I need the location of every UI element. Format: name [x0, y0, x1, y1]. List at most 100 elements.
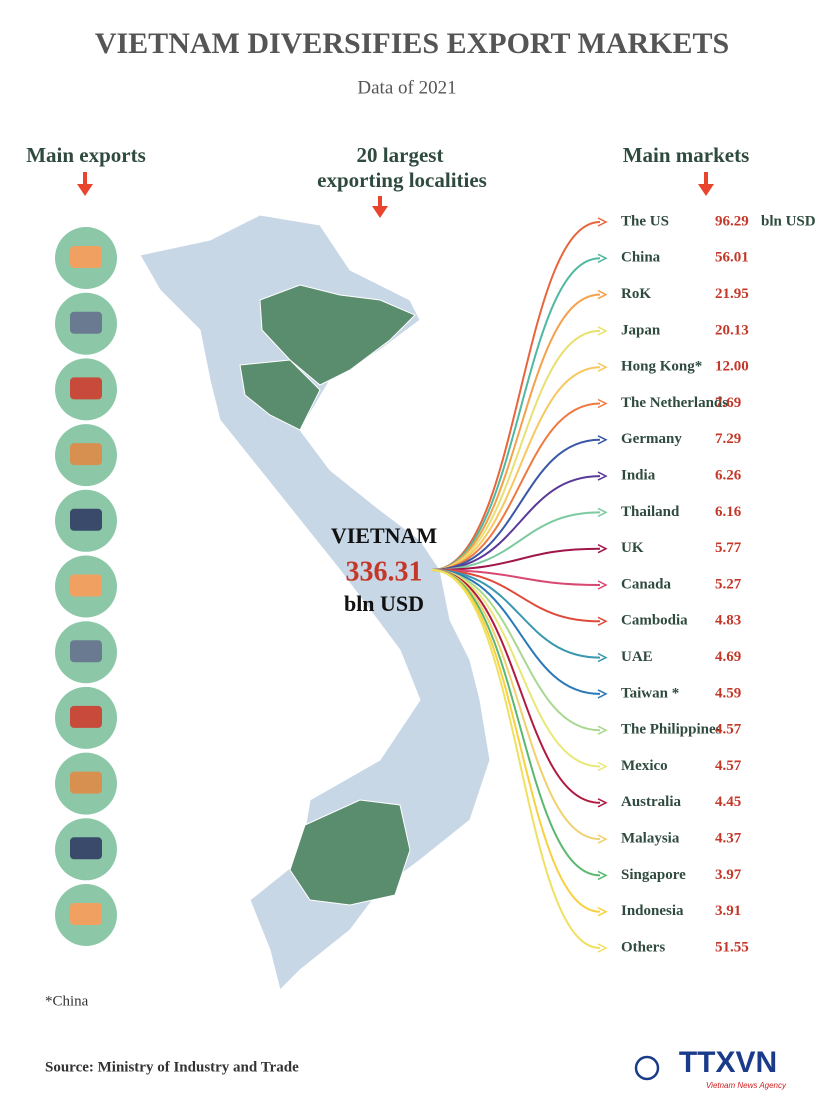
export-icon-shape — [70, 574, 102, 597]
export-icon-shape — [70, 705, 102, 728]
flow-arrow — [597, 435, 608, 445]
market-value: 4.83 — [715, 613, 741, 629]
flow-curve — [431, 402, 601, 571]
flow-arrow — [597, 798, 608, 808]
market-name: UK — [621, 540, 644, 556]
export-icon-shape — [70, 640, 102, 663]
flow-curve — [431, 475, 601, 571]
flow-arrow — [597, 507, 608, 518]
market-value: 6.26 — [715, 468, 742, 484]
arrows — [77, 172, 714, 218]
market-name: Taiwan * — [621, 685, 679, 701]
flow-arrow — [597, 217, 608, 227]
flow-curve — [431, 293, 601, 571]
localities-label: 20 largest — [357, 143, 444, 167]
flow-arrow — [597, 398, 608, 409]
market-name: The Netherlands — [621, 395, 728, 411]
flow-curve — [431, 569, 601, 768]
market-name: India — [621, 468, 656, 484]
market-name: Australia — [621, 794, 682, 810]
flow-arrow — [597, 362, 608, 372]
markets-label: Main markets — [623, 143, 750, 167]
market-value: 20.13 — [715, 322, 749, 338]
logo-mark — [634, 1055, 660, 1081]
market-name: The US — [621, 213, 669, 229]
title: VIETNAM DIVERSIFIES EXPORT MARKETS — [95, 27, 729, 60]
flow-arrow — [597, 834, 608, 844]
flow-curve — [431, 511, 601, 571]
export-icon-shape — [70, 771, 102, 794]
market-name: Indonesia — [621, 903, 684, 919]
market-value: 4.57 — [715, 722, 742, 738]
market-value: 3.91 — [715, 903, 741, 919]
flow-curve — [431, 569, 601, 949]
export-icon-shape — [70, 837, 102, 860]
market-name: UAE — [621, 649, 653, 665]
flow-arrow — [597, 616, 608, 626]
market-value: 51.55 — [715, 939, 749, 955]
flow-arrow — [597, 326, 608, 336]
flow-arrow — [597, 725, 608, 735]
market-name: Malaysia — [621, 831, 680, 847]
market-value: 5.77 — [715, 540, 742, 556]
market-name: Others — [621, 939, 665, 955]
flow-arrow — [597, 761, 608, 772]
market-name: Canada — [621, 576, 672, 592]
market-value: 4.57 — [715, 758, 742, 774]
market-value: 12.00 — [715, 359, 749, 375]
market-value: 4.45 — [715, 794, 741, 810]
market-value: 96.29 — [715, 213, 749, 229]
map-region — [239, 359, 321, 431]
flow-arrow — [597, 943, 608, 953]
flow-arrow — [597, 289, 608, 300]
market-name: China — [621, 250, 661, 266]
market-name: RoK — [621, 286, 651, 302]
flow-curve — [431, 438, 601, 571]
flow-curve — [431, 569, 601, 877]
export-icon-shape — [70, 246, 102, 268]
market-value: 56.01 — [715, 250, 749, 266]
map-region — [289, 799, 411, 906]
market-value: 3.97 — [715, 867, 742, 883]
export-icon-shape — [70, 443, 102, 466]
flow-curve — [431, 329, 601, 571]
export-icon-shape — [70, 508, 102, 531]
market-name: The Philippines — [621, 722, 722, 738]
flow-curve — [431, 569, 601, 913]
market-unit: bln USD — [761, 213, 816, 229]
footnote: *China — [45, 993, 89, 1009]
market-value: 4.59 — [715, 685, 741, 701]
market-value: 4.37 — [715, 831, 742, 847]
flow-curve — [431, 569, 601, 695]
flow-curve — [431, 569, 601, 623]
flow-arrow — [597, 652, 608, 663]
flow-curve — [431, 257, 601, 571]
export-icon-shape — [70, 377, 102, 400]
center-name: VIETNAM — [331, 523, 438, 548]
market-name: Cambodia — [621, 613, 688, 629]
market-name: Singapore — [621, 867, 686, 883]
market-value: 6.16 — [715, 504, 742, 520]
flow-curve — [431, 569, 601, 732]
market-value: 5.27 — [715, 576, 742, 592]
flow-arrow — [597, 253, 608, 263]
map-region — [259, 284, 416, 386]
flow-arrow — [597, 689, 608, 699]
market-name: Japan — [621, 322, 661, 338]
markets: The US 96.29 China 56.01 RoK 21.95 Japan 20.13 H… — [431, 213, 816, 955]
icons — [55, 227, 117, 946]
flow-arrow — [597, 471, 608, 481]
flow-curve — [431, 569, 601, 586]
market-name: Thailand — [621, 504, 680, 520]
export-icon-shape — [70, 903, 102, 925]
flow-curve — [431, 221, 601, 571]
center-unit: bln USD — [344, 591, 424, 616]
flow-arrow — [597, 544, 608, 554]
market-value: 7.69 — [715, 395, 741, 411]
flow-curve — [431, 569, 601, 659]
flow-curve — [431, 569, 601, 841]
market-name: Germany — [621, 431, 682, 447]
market-value: 7.29 — [715, 431, 741, 447]
market-name: Hong Kong* — [621, 359, 702, 375]
